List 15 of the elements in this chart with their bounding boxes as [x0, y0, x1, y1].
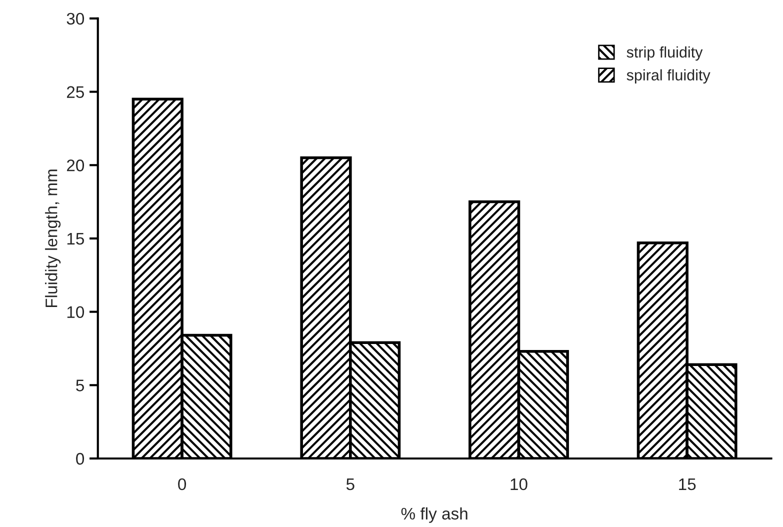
y-tick-label: 10: [67, 306, 84, 318]
x-axis-title: % fly ash: [401, 507, 468, 523]
legend-label: strip fluidity: [626, 46, 703, 61]
x-tick-label: 15: [679, 478, 696, 490]
x-tick-label: 5: [346, 478, 354, 490]
y-tick-label: 30: [66, 12, 84, 25]
y-axis-title: Fluidity length, mm: [45, 170, 61, 308]
x-tick-label: 10: [510, 478, 528, 490]
y-tick-label: 25: [66, 86, 84, 98]
y-tick-label: 0: [76, 452, 84, 465]
y-tick-label: 15: [67, 233, 84, 245]
legend-label: spiral fluidity: [626, 69, 710, 84]
y-tick-label: 5: [76, 380, 84, 392]
y-tick-label: 20: [66, 160, 84, 172]
x-tick-label: 0: [178, 478, 186, 490]
